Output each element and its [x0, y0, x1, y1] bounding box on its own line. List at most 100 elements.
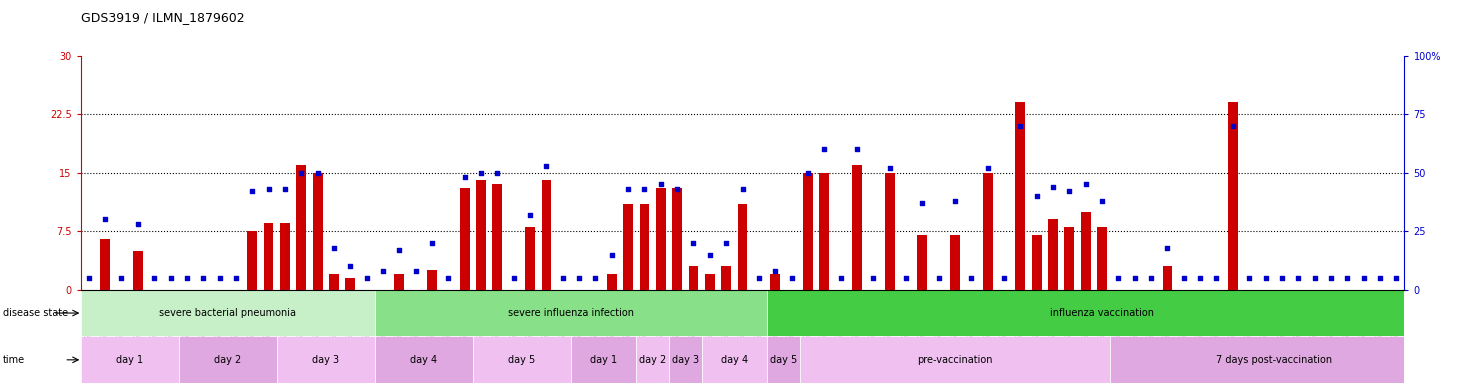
Point [1189, 275, 1212, 281]
Point [927, 275, 950, 281]
Point [387, 247, 410, 253]
Point [960, 275, 984, 281]
Point [616, 186, 639, 192]
Point [583, 275, 607, 281]
Bar [918, 235, 927, 290]
Bar [570, 336, 636, 383]
Bar [737, 204, 748, 290]
Point [306, 170, 330, 176]
Point [421, 240, 444, 246]
Point [976, 165, 1000, 171]
Bar [280, 223, 290, 290]
Bar [1032, 235, 1042, 290]
Bar [474, 336, 570, 383]
Point [453, 174, 476, 180]
Point [158, 275, 182, 281]
Text: GDS3919 / ILMN_1879602: GDS3919 / ILMN_1879602 [81, 12, 245, 25]
Bar [770, 274, 780, 290]
Bar [394, 274, 405, 290]
Bar [100, 239, 110, 290]
Point [1075, 181, 1098, 187]
Point [1270, 275, 1293, 281]
Bar [1097, 227, 1107, 290]
Point [600, 252, 623, 258]
Bar [1048, 220, 1058, 290]
Bar [427, 270, 437, 290]
Bar [767, 290, 1437, 336]
Point [1205, 275, 1229, 281]
Point [1336, 275, 1359, 281]
Text: day 3: day 3 [312, 355, 339, 365]
Point [1107, 275, 1130, 281]
Bar [884, 173, 894, 290]
Bar [852, 165, 862, 290]
Point [1237, 275, 1261, 281]
Point [469, 170, 493, 176]
Bar [950, 235, 960, 290]
Point [501, 275, 525, 281]
Point [273, 186, 296, 192]
Bar [819, 173, 830, 290]
Point [1057, 188, 1080, 194]
Bar [673, 188, 682, 290]
Bar [721, 266, 732, 290]
Bar [1229, 103, 1237, 290]
Point [355, 275, 378, 281]
Bar [636, 336, 668, 383]
Bar [655, 188, 666, 290]
Bar [493, 184, 503, 290]
Bar [476, 180, 485, 290]
Bar [1080, 212, 1091, 290]
Point [1025, 193, 1048, 199]
Text: day 2: day 2 [214, 355, 242, 365]
Bar [800, 336, 1110, 383]
Point [1319, 275, 1343, 281]
Bar [803, 173, 812, 290]
Bar [328, 274, 339, 290]
Point [405, 268, 428, 274]
Point [1171, 275, 1195, 281]
Bar [296, 165, 306, 290]
Bar [81, 290, 375, 336]
Point [1368, 275, 1391, 281]
Bar [607, 274, 617, 290]
Bar [1110, 336, 1437, 383]
Point [257, 186, 280, 192]
Bar [81, 336, 179, 383]
Bar [1064, 227, 1075, 290]
Bar [264, 223, 274, 290]
Point [796, 170, 819, 176]
Text: day 1: day 1 [116, 355, 144, 365]
Point [1155, 245, 1179, 251]
Point [666, 186, 689, 192]
Point [748, 275, 771, 281]
Bar [541, 180, 551, 290]
Bar [702, 336, 767, 383]
Point [78, 275, 101, 281]
Point [910, 200, 934, 206]
Text: day 5: day 5 [509, 355, 535, 365]
Text: 7 days post-vaccination: 7 days post-vaccination [1215, 355, 1331, 365]
Point [224, 275, 248, 281]
Point [862, 275, 885, 281]
Point [1352, 275, 1375, 281]
Bar [767, 336, 800, 383]
Text: severe bacterial pneumonia: severe bacterial pneumonia [160, 308, 296, 318]
Bar [668, 336, 702, 383]
Point [1287, 275, 1311, 281]
Point [94, 217, 117, 223]
Point [682, 240, 705, 246]
Bar [623, 204, 633, 290]
Point [943, 198, 966, 204]
Point [1123, 275, 1146, 281]
Bar [133, 251, 142, 290]
Point [1384, 275, 1407, 281]
Point [289, 170, 312, 176]
Text: severe influenza infection: severe influenza infection [507, 308, 633, 318]
Point [878, 165, 902, 171]
Point [519, 212, 542, 218]
Bar [1163, 266, 1173, 290]
Point [1303, 275, 1327, 281]
Bar [375, 290, 767, 336]
Bar [525, 227, 535, 290]
